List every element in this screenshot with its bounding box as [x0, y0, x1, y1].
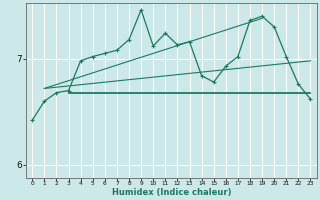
X-axis label: Humidex (Indice chaleur): Humidex (Indice chaleur)	[112, 188, 231, 197]
